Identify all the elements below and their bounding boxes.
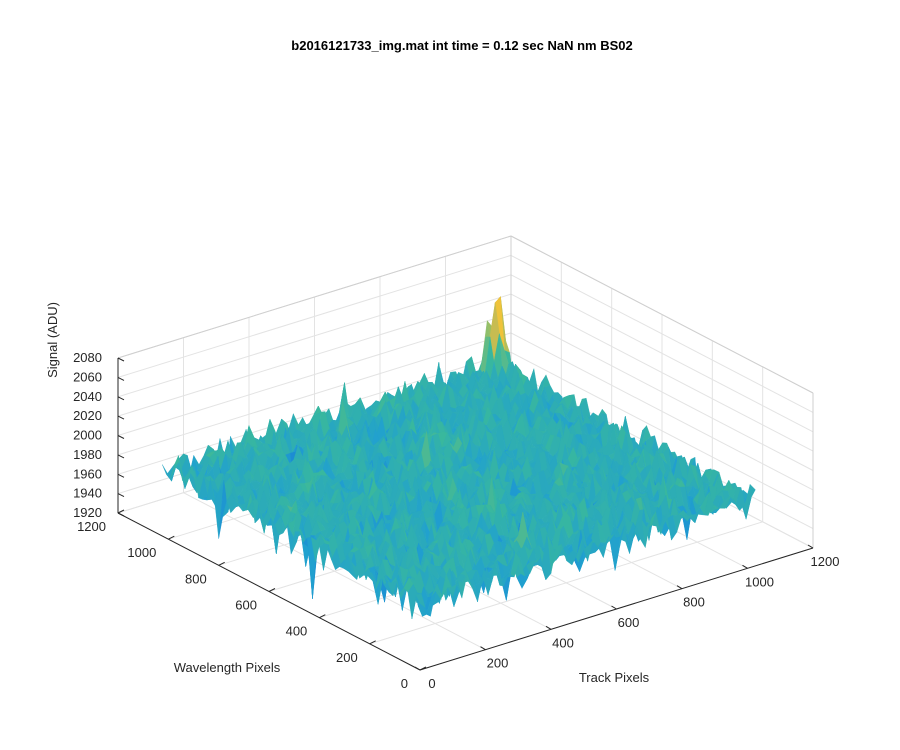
x-tick bbox=[480, 646, 486, 651]
wall-gridline-z2 bbox=[510, 351, 814, 510]
x-tick bbox=[807, 544, 814, 549]
box-edge bbox=[510, 235, 814, 394]
y-tick bbox=[268, 588, 276, 592]
y-tick-label: 600 bbox=[235, 598, 257, 613]
wall-gridline-z2 bbox=[510, 274, 814, 433]
z-tick-label: 1940 bbox=[73, 486, 102, 501]
x-tick-label: 400 bbox=[552, 635, 574, 650]
wall-gridline-z bbox=[117, 313, 512, 436]
z-tick-label: 2040 bbox=[73, 389, 102, 404]
y-tick bbox=[419, 666, 427, 671]
y-tick-label: 1000 bbox=[127, 545, 156, 560]
surface-cell bbox=[319, 543, 329, 571]
z-tick-label: 1920 bbox=[73, 505, 102, 520]
y-tick bbox=[369, 640, 376, 645]
y-tick bbox=[117, 509, 125, 514]
z-tick bbox=[117, 454, 125, 459]
floor-gridline-y bbox=[369, 521, 763, 645]
z-tick bbox=[117, 376, 125, 381]
x-axis-label: Track Pixels bbox=[579, 670, 650, 685]
x-tick-label: 800 bbox=[683, 595, 705, 610]
z-tick-label: 1960 bbox=[73, 466, 102, 481]
wall-gridline-z2 bbox=[510, 254, 814, 413]
axes-box bbox=[117, 357, 814, 671]
y-tick-label: 200 bbox=[336, 650, 358, 665]
x-tick bbox=[414, 666, 421, 671]
x-tick-label: 600 bbox=[618, 615, 640, 630]
surface-cell bbox=[415, 593, 426, 609]
y-axis-label: Wavelength Pixels bbox=[174, 660, 281, 675]
y-tick-label: 400 bbox=[286, 624, 308, 639]
z-tick-label: 2060 bbox=[73, 369, 102, 384]
surface-plot bbox=[162, 296, 756, 619]
z-tick bbox=[117, 396, 125, 401]
chart-title: b2016121733_img.mat int time = 0.12 sec … bbox=[291, 38, 632, 53]
y-tick bbox=[319, 614, 326, 619]
z-tick bbox=[117, 415, 125, 420]
x-tick-label: 1200 bbox=[811, 554, 840, 569]
x-tick-label: 0 bbox=[428, 676, 435, 691]
tick-labels: 0 200 400 600 800 1000 1200 0 200 400 600 800 1000 12… bbox=[73, 350, 839, 691]
z-axis-label: Signal (ADU) bbox=[45, 302, 60, 378]
x-tick bbox=[611, 605, 617, 610]
z-tick-label: 2000 bbox=[73, 428, 102, 443]
x-tick bbox=[676, 585, 683, 590]
wall-gridline-z2 bbox=[510, 332, 814, 491]
y-tick-label: 800 bbox=[185, 571, 207, 586]
z-tick-label: 2020 bbox=[73, 408, 102, 423]
y-tick-label: 0 bbox=[401, 676, 408, 691]
wall-gridline-z bbox=[117, 332, 512, 456]
z-tick bbox=[117, 493, 125, 498]
z-tick bbox=[117, 473, 125, 478]
z-tick-label: 2080 bbox=[73, 350, 102, 365]
z-tick-label: 1980 bbox=[73, 447, 102, 462]
wall-gridline-z2 bbox=[510, 313, 814, 471]
x-tick-label: 1000 bbox=[745, 574, 774, 589]
x-tick bbox=[545, 625, 552, 630]
wall-gridline-z bbox=[117, 254, 512, 378]
z-tick bbox=[117, 512, 125, 517]
z-tick bbox=[117, 435, 125, 439]
wall-gridline-z bbox=[117, 293, 512, 417]
z-tick bbox=[117, 357, 125, 362]
y-tick bbox=[218, 561, 225, 566]
y-tick bbox=[168, 535, 175, 540]
x-tick bbox=[742, 564, 748, 569]
box-edge bbox=[117, 235, 512, 359]
y-tick-label: 1200 bbox=[77, 519, 106, 534]
wall-gridline-z bbox=[117, 274, 512, 398]
x-tick-label: 200 bbox=[487, 656, 509, 671]
wall-gridline-z2 bbox=[510, 293, 814, 452]
